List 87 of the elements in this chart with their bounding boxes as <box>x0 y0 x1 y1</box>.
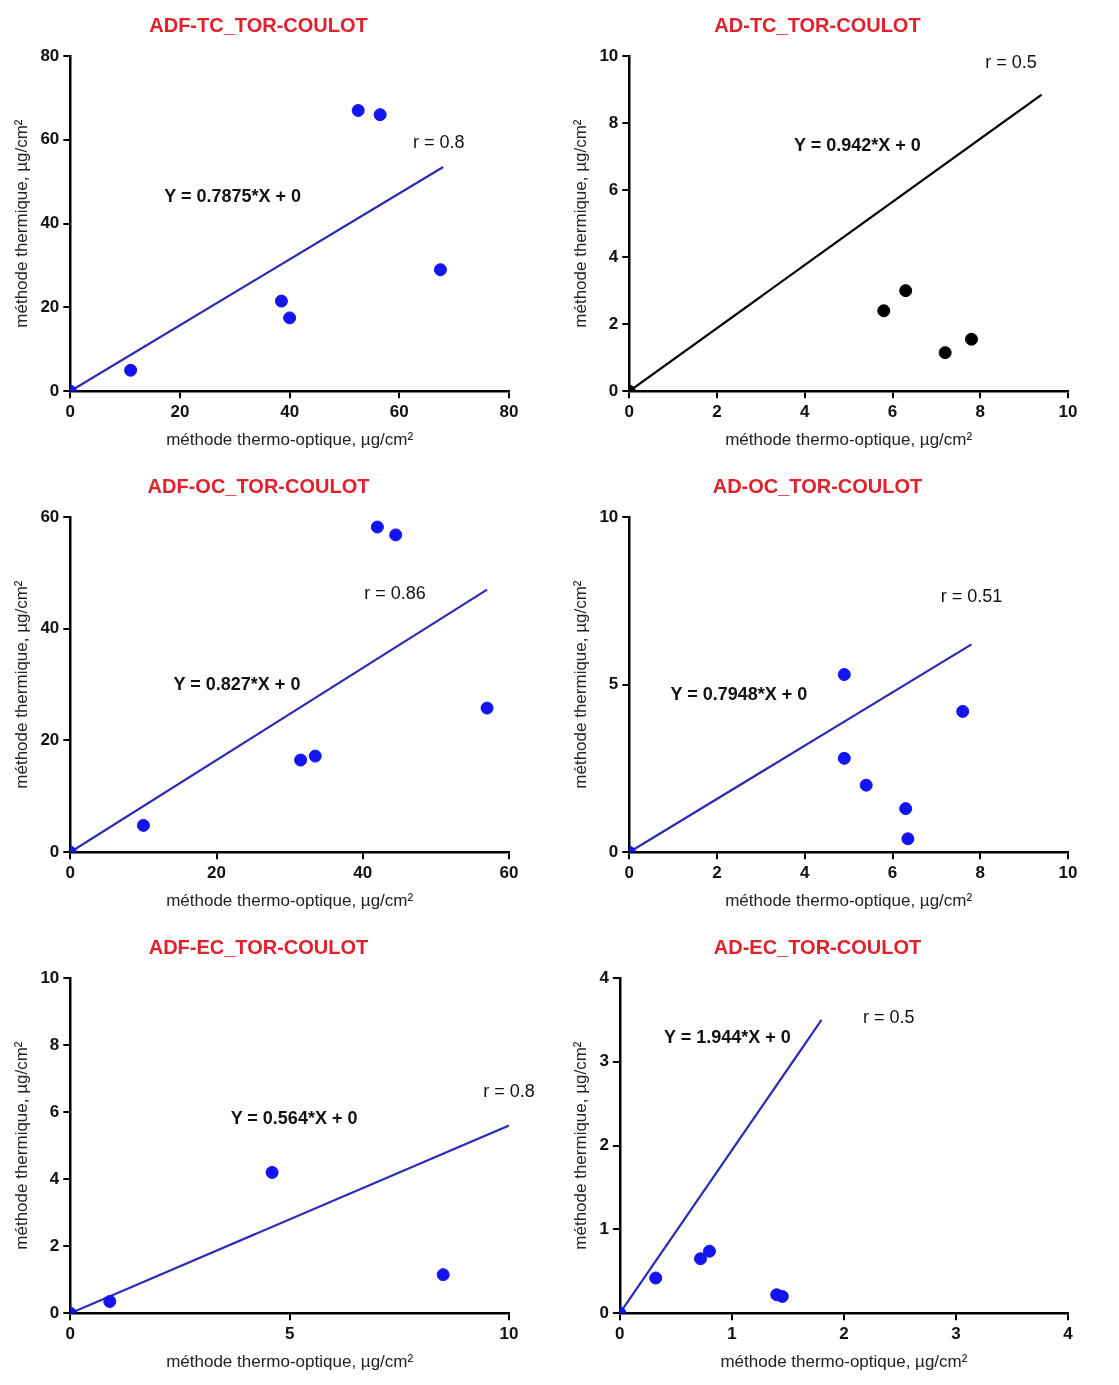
y-tick-label: 40 <box>40 618 60 638</box>
y-tick-label: 80 <box>40 45 60 65</box>
x-tick-label: 0 <box>624 863 635 883</box>
y-tick-label: 0 <box>608 380 619 400</box>
annotation: Y = 0.942*X + 0 <box>794 135 921 156</box>
y-tick-label: 4 <box>599 967 610 987</box>
chart-title: AD-OC_TOR-COULOT <box>712 474 923 497</box>
y-tick-label: 0 <box>49 380 60 400</box>
y-tick-label: 8 <box>608 112 619 132</box>
chart-title: ADF-EC_TOR-COULOT <box>148 935 369 958</box>
x-tick-label: 8 <box>975 863 985 883</box>
x-tick-label: 0 <box>624 402 635 422</box>
y-axis-title: méthode thermique, µg/cm² <box>11 1041 31 1250</box>
x-tick-label: 80 <box>499 402 519 422</box>
x-tick-label: 4 <box>1063 1324 1074 1344</box>
annotation: r = 0.8 <box>483 1080 535 1101</box>
y-axis-title: méthode thermique, µg/cm² <box>570 1041 590 1250</box>
x-axis-title: méthode thermo-optique, µg/cm² <box>166 891 414 911</box>
y-tick-label: 60 <box>40 506 60 526</box>
x-tick-label: 5 <box>284 1324 295 1344</box>
y-tick-label: 40 <box>40 213 60 233</box>
x-tick-label: 0 <box>65 863 76 883</box>
x-tick-label: 40 <box>280 402 300 422</box>
x-axis-title: méthode thermo-optique, µg/cm² <box>725 891 973 911</box>
chart-title: ADF-TC_TOR-COULOT <box>149 13 368 36</box>
annotation: r = 0.51 <box>940 586 1003 607</box>
y-axis-title: méthode thermique, µg/cm² <box>11 580 31 789</box>
annotation: Y = 0.7875*X + 0 <box>164 185 302 206</box>
chart-title: ADF-OC_TOR-COULOT <box>147 474 370 497</box>
y-tick-label: 6 <box>49 1101 60 1121</box>
y-axis-title: méthode thermique, µg/cm² <box>570 580 590 789</box>
x-tick-label: 0 <box>65 1324 76 1344</box>
y-tick-label: 2 <box>49 1235 60 1255</box>
x-tick-label: 4 <box>800 863 811 883</box>
y-tick-label: 20 <box>40 297 60 317</box>
y-tick-label: 1 <box>599 1219 609 1239</box>
annotation: r = 0.8 <box>413 132 465 153</box>
y-tick-label: 10 <box>599 45 619 65</box>
annotation: Y = 1.944*X + 0 <box>664 1027 791 1048</box>
y-tick-label: 2 <box>599 1135 609 1155</box>
x-tick-label: 20 <box>170 402 190 422</box>
x-tick-label: 10 <box>1058 863 1078 883</box>
y-tick-label: 4 <box>608 246 619 266</box>
annotation: Y = 0.7948*X + 0 <box>670 683 808 704</box>
annotation: Y = 0.564*X + 0 <box>230 1107 358 1128</box>
y-tick-label: 5 <box>608 674 619 694</box>
y-tick-label: 0 <box>599 1302 609 1322</box>
x-tick-label: 1 <box>727 1324 737 1344</box>
y-tick-label: 3 <box>599 1051 609 1071</box>
x-axis-title: méthode thermo-optique, µg/cm² <box>166 430 414 450</box>
y-tick-label: 60 <box>40 129 60 149</box>
annotation: r = 0.5 <box>985 51 1037 72</box>
chart-title: AD-EC_TOR-COULOT <box>713 935 922 958</box>
x-tick-label: 10 <box>1058 402 1078 422</box>
x-tick-label: 3 <box>951 1324 961 1344</box>
y-tick-label: 2 <box>608 313 619 333</box>
x-axis-title: méthode thermo-optique, µg/cm² <box>720 1352 968 1372</box>
x-tick-label: 8 <box>975 402 985 422</box>
y-tick-label: 0 <box>49 1302 60 1322</box>
y-tick-label: 0 <box>608 841 619 861</box>
chart-title: AD-TC_TOR-COULOT <box>714 13 921 36</box>
annotation: Y = 0.827*X + 0 <box>173 673 301 694</box>
x-tick-label: 2 <box>712 863 722 883</box>
y-axis-title: méthode thermique, µg/cm² <box>11 119 31 328</box>
y-tick-label: 4 <box>49 1168 60 1188</box>
annotation: r = 0.86 <box>364 583 426 604</box>
y-tick-label: 10 <box>599 506 619 526</box>
y-tick-label: 10 <box>40 967 60 987</box>
x-tick-label: 2 <box>839 1324 849 1344</box>
x-tick-label: 40 <box>353 863 373 883</box>
x-tick-label: 6 <box>887 863 898 883</box>
x-tick-label: 20 <box>207 863 226 883</box>
y-tick-label: 6 <box>608 179 619 199</box>
x-tick-label: 10 <box>499 1324 519 1344</box>
x-tick-label: 0 <box>65 402 76 422</box>
y-axis-title: méthode thermique, µg/cm² <box>570 119 590 328</box>
annotation: r = 0.5 <box>862 1007 915 1028</box>
x-tick-label: 6 <box>887 402 898 422</box>
x-tick-label: 60 <box>499 863 519 883</box>
x-tick-label: 2 <box>712 402 722 422</box>
x-tick-label: 4 <box>800 402 811 422</box>
x-axis-title: méthode thermo-optique, µg/cm² <box>166 1352 414 1372</box>
x-axis-title: méthode thermo-optique, µg/cm² <box>725 430 973 450</box>
x-tick-label: 60 <box>389 402 409 422</box>
y-tick-label: 20 <box>40 730 60 750</box>
y-tick-label: 0 <box>49 841 60 861</box>
y-tick-label: 8 <box>49 1034 60 1054</box>
